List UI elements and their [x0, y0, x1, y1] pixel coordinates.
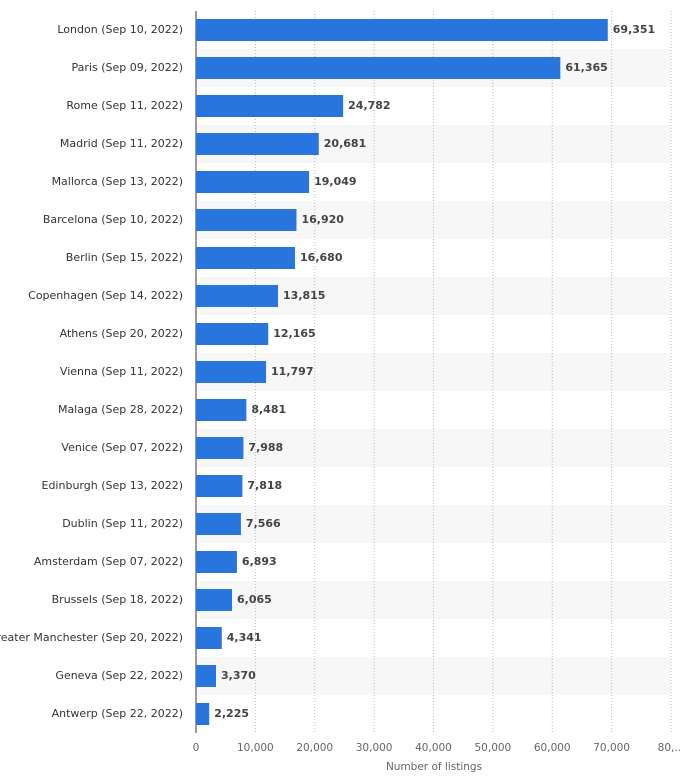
value-label: 20,681 — [324, 137, 366, 150]
value-label: 13,815 — [283, 289, 325, 302]
bar — [196, 19, 608, 41]
y-tick-label: Antwerp (Sep 22, 2022) — [52, 707, 183, 720]
bar — [196, 209, 297, 231]
value-label: 61,365 — [565, 61, 607, 74]
value-label: 2,225 — [214, 707, 249, 720]
bar — [196, 437, 244, 459]
value-label: 69,351 — [613, 23, 655, 36]
value-label: 11,797 — [271, 365, 313, 378]
bar — [196, 247, 296, 269]
y-tick-label: Paris (Sep 09, 2022) — [72, 61, 183, 74]
y-tick-label: Barcelona (Sep 10, 2022) — [43, 213, 183, 226]
x-tick-label: 80,... — [658, 742, 682, 754]
value-label: 24,782 — [348, 99, 390, 112]
y-tick-label: Amsterdam (Sep 07, 2022) — [34, 555, 183, 568]
value-label: 7,988 — [248, 441, 283, 454]
y-tick-label: Dublin (Sep 11, 2022) — [62, 517, 183, 530]
value-label: 12,165 — [273, 327, 315, 340]
value-label: 19,049 — [314, 175, 356, 188]
value-label: 6,065 — [237, 593, 272, 606]
bar — [196, 133, 319, 155]
bar — [196, 57, 561, 79]
y-tick-label: Brussels (Sep 18, 2022) — [52, 593, 183, 606]
x-tick-label: 10,000 — [237, 742, 274, 754]
value-label: 16,920 — [301, 213, 344, 226]
y-tick-label: Mallorca (Sep 13, 2022) — [52, 175, 183, 188]
bar — [196, 703, 210, 725]
y-tick-label: Athens (Sep 20, 2022) — [60, 327, 183, 340]
value-label: 7,566 — [246, 517, 281, 530]
row-stripe — [196, 657, 671, 695]
value-label: 7,818 — [247, 479, 282, 492]
y-tick-label: Vienna (Sep 11, 2022) — [60, 365, 183, 378]
x-tick-label: 30,000 — [356, 742, 393, 754]
x-axis-title: Number of listings — [386, 761, 482, 773]
bar — [196, 513, 241, 535]
value-label: 8,481 — [251, 403, 286, 416]
bar — [196, 551, 237, 573]
x-tick-label: 40,000 — [415, 742, 452, 754]
y-tick-label: Rome (Sep 11, 2022) — [66, 99, 183, 112]
bar — [196, 361, 267, 383]
x-tick-label: 60,000 — [534, 742, 571, 754]
y-tick-label: Geneva (Sep 22, 2022) — [55, 669, 183, 682]
y-tick-label: Copenhagen (Sep 14, 2022) — [28, 289, 183, 302]
value-label: 6,893 — [242, 555, 277, 568]
x-tick-label: 50,000 — [475, 742, 512, 754]
y-tick-label: London (Sep 10, 2022) — [57, 23, 183, 36]
y-tick-label: Edinburgh (Sep 13, 2022) — [42, 479, 184, 492]
value-label: 16,680 — [300, 251, 343, 264]
bar — [196, 171, 310, 193]
bar — [196, 399, 247, 421]
row-stripe — [196, 429, 671, 467]
bar — [196, 475, 243, 497]
bar — [196, 285, 279, 307]
y-tick-label: Berlin (Sep 15, 2022) — [66, 251, 183, 264]
value-label: 4,341 — [227, 631, 262, 644]
x-tick-label: 0 — [193, 742, 200, 754]
bar — [196, 323, 269, 345]
x-tick-label: 20,000 — [296, 742, 333, 754]
bar — [196, 589, 233, 611]
y-tick-label: Venice (Sep 07, 2022) — [61, 441, 183, 454]
y-tick-label: Greater Manchester (Sep 20, 2022) — [0, 631, 183, 644]
bar — [196, 627, 222, 649]
bar — [196, 665, 217, 687]
y-tick-label: Malaga (Sep 28, 2022) — [58, 403, 183, 416]
y-tick-label: Madrid (Sep 11, 2022) — [60, 137, 183, 150]
bar — [196, 95, 344, 117]
x-tick-label: 70,000 — [593, 742, 630, 754]
value-label: 3,370 — [221, 669, 256, 682]
